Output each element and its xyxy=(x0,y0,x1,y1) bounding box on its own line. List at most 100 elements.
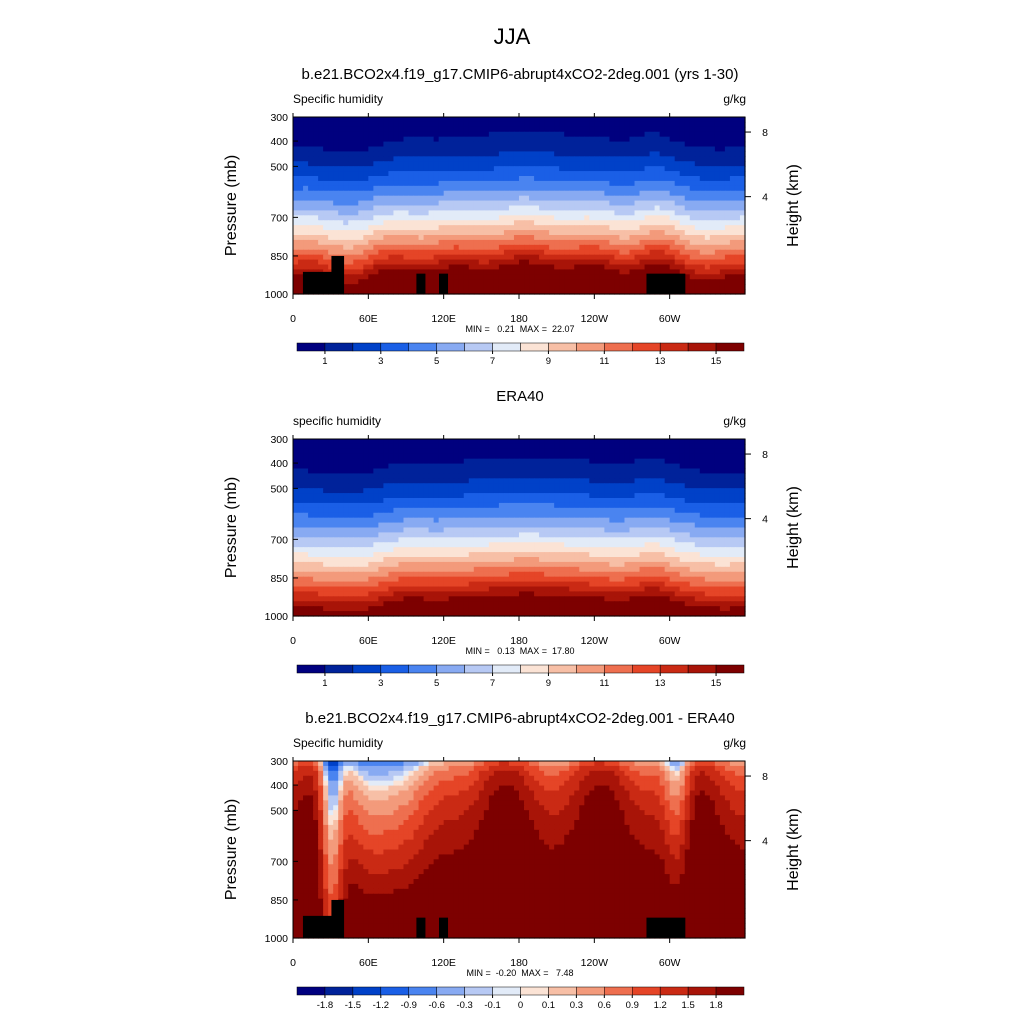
field-cell xyxy=(669,210,676,216)
field-cell xyxy=(298,171,304,177)
field-cell xyxy=(468,507,475,514)
field-cell xyxy=(463,478,470,484)
field-cell xyxy=(418,522,425,529)
field-cell xyxy=(378,473,384,479)
field-cell xyxy=(694,483,701,489)
field-cell xyxy=(473,289,480,295)
field-cell xyxy=(313,126,319,133)
field-cell xyxy=(639,488,646,494)
field-cell xyxy=(448,512,455,519)
field-cell xyxy=(594,439,600,445)
field-cell xyxy=(669,473,676,479)
field-cell xyxy=(519,180,525,187)
field-cell xyxy=(719,200,726,207)
field-cell xyxy=(423,195,430,202)
field-cell xyxy=(554,443,560,450)
field-cell xyxy=(644,195,651,202)
field-cell xyxy=(704,249,711,256)
field-cell xyxy=(478,215,485,221)
field-cell xyxy=(694,225,701,231)
field-cell xyxy=(739,249,746,256)
field-cell xyxy=(669,220,676,226)
field-cell xyxy=(649,249,656,256)
field-cell xyxy=(298,161,304,167)
field-cell xyxy=(503,171,510,177)
field-cell xyxy=(368,136,374,143)
field-cell xyxy=(388,239,395,246)
field-cell xyxy=(594,161,600,167)
field-cell xyxy=(544,259,550,266)
field-cell xyxy=(599,269,605,275)
field-cell xyxy=(428,478,435,484)
field-cell xyxy=(493,151,500,157)
field-cell xyxy=(634,190,641,197)
field-cell xyxy=(318,235,324,241)
field-cell xyxy=(734,483,741,489)
field-cell xyxy=(438,463,445,470)
field-cell xyxy=(408,463,415,470)
field-cell xyxy=(579,200,585,207)
field-cell xyxy=(468,478,475,484)
field-cell xyxy=(544,230,550,236)
field-cell xyxy=(534,185,540,192)
field-cell xyxy=(659,185,666,192)
field-cell xyxy=(669,507,676,514)
field-cell xyxy=(388,254,395,261)
field-cell xyxy=(498,190,505,197)
field-cell xyxy=(388,249,395,256)
field-cell xyxy=(589,512,595,519)
field-cell xyxy=(544,136,550,143)
field-cell xyxy=(659,259,666,266)
field-cell xyxy=(318,146,324,153)
field-cell xyxy=(524,151,530,157)
field-cell xyxy=(393,244,400,251)
field-cell xyxy=(529,166,535,172)
field-cell xyxy=(313,200,319,207)
field-cell xyxy=(539,463,545,470)
field-cell xyxy=(383,171,390,177)
field-cell xyxy=(604,493,610,499)
field-cell xyxy=(383,453,390,460)
field-cell xyxy=(443,200,450,207)
field-cell xyxy=(413,166,420,172)
field-cell xyxy=(664,146,671,153)
field-cell xyxy=(599,141,605,148)
field-cell xyxy=(549,146,555,153)
field-cell xyxy=(488,439,495,445)
field-cell xyxy=(594,443,600,450)
field-cell xyxy=(564,502,570,509)
field-cell xyxy=(654,269,661,275)
field-cell xyxy=(358,443,364,450)
field-cell xyxy=(318,249,324,256)
field-cell xyxy=(664,136,671,143)
field-cell xyxy=(498,254,505,261)
field-cell xyxy=(418,264,425,271)
field-cell xyxy=(388,468,395,475)
field-cell xyxy=(614,522,621,529)
field-cell xyxy=(624,284,631,290)
field-cell xyxy=(634,239,641,246)
field-cell xyxy=(684,141,691,148)
field-cell xyxy=(498,512,505,519)
field-cell xyxy=(714,478,721,484)
field-cell xyxy=(599,117,605,123)
field-cell xyxy=(503,493,510,499)
field-cell xyxy=(724,195,731,202)
field-cell xyxy=(393,502,400,509)
field-cell xyxy=(529,522,535,529)
field-cell xyxy=(403,468,410,475)
field-cell xyxy=(684,176,691,182)
field-cell xyxy=(343,527,349,534)
field-cell xyxy=(473,502,480,509)
field-cell xyxy=(654,131,661,138)
field-cell xyxy=(599,176,605,182)
field-cell xyxy=(614,448,621,455)
field-cell xyxy=(679,498,686,504)
field-cell xyxy=(423,448,430,455)
field-cell xyxy=(368,254,374,261)
field-cell xyxy=(448,274,455,280)
field-cell xyxy=(468,136,475,143)
field-cell xyxy=(328,136,334,143)
field-cell xyxy=(313,220,319,226)
field-cell xyxy=(724,507,731,514)
